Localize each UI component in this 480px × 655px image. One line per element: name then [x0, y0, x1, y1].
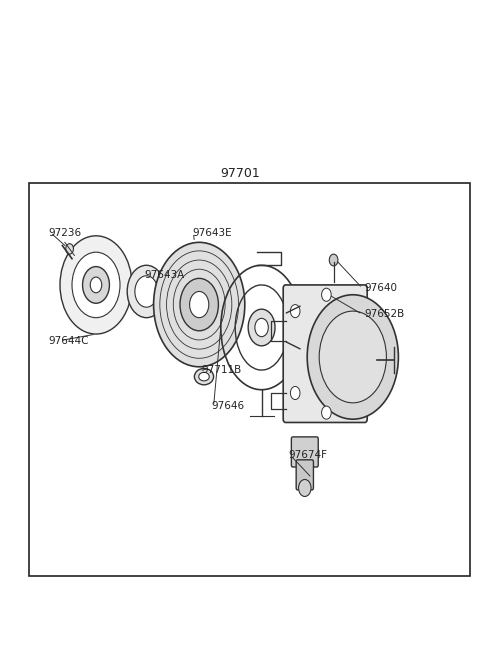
Ellipse shape: [199, 372, 209, 381]
Text: 97644C: 97644C: [48, 335, 88, 346]
Circle shape: [72, 252, 120, 318]
FancyBboxPatch shape: [283, 285, 367, 422]
Circle shape: [319, 311, 386, 403]
Circle shape: [255, 318, 268, 337]
Circle shape: [135, 276, 158, 307]
Circle shape: [127, 265, 166, 318]
Bar: [29, 183, 470, 576]
Circle shape: [60, 236, 132, 334]
Circle shape: [290, 305, 300, 318]
Ellipse shape: [194, 368, 214, 384]
Circle shape: [83, 267, 109, 303]
Circle shape: [299, 479, 311, 496]
Text: 97711B: 97711B: [202, 365, 242, 375]
Text: 97652B: 97652B: [365, 309, 405, 320]
Text: 97640: 97640: [365, 283, 398, 293]
Text: 97643A: 97643A: [144, 270, 184, 280]
FancyBboxPatch shape: [291, 437, 318, 467]
Circle shape: [329, 254, 338, 266]
Circle shape: [248, 309, 275, 346]
Circle shape: [307, 295, 398, 419]
Text: 97701: 97701: [220, 167, 260, 180]
Text: 97646: 97646: [211, 401, 244, 411]
Text: 97236: 97236: [48, 227, 81, 238]
Circle shape: [154, 242, 245, 367]
Circle shape: [90, 277, 102, 293]
Circle shape: [322, 406, 331, 419]
Circle shape: [66, 244, 73, 254]
Circle shape: [190, 291, 209, 318]
FancyBboxPatch shape: [296, 460, 313, 490]
Circle shape: [322, 288, 331, 301]
Text: 97674F: 97674F: [288, 450, 327, 460]
Circle shape: [180, 278, 218, 331]
Text: 97643E: 97643E: [192, 227, 232, 238]
Circle shape: [290, 386, 300, 400]
